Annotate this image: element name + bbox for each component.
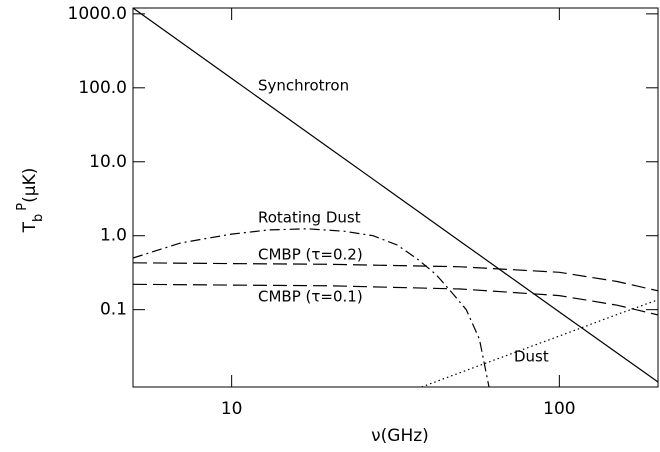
series-line <box>132 283 659 316</box>
y-label-sub: b <box>31 214 46 222</box>
x-tick-label: 10 <box>221 399 243 419</box>
series-label: Rotating Dust <box>258 209 361 227</box>
x-tick-label: 100 <box>543 399 575 419</box>
y-tick-label: 0.1 <box>100 300 127 320</box>
y-label-unit: (μK) <box>20 168 40 203</box>
series-label: CMBP (τ=0.1) <box>258 288 363 306</box>
y-tick-label: 1000.0 <box>68 4 127 24</box>
series-label: CMBP (τ=0.2) <box>258 246 363 264</box>
y-label-sup: P <box>15 203 30 211</box>
series-label: Synchrotron <box>258 77 349 95</box>
series-label: Dust <box>514 348 549 366</box>
series-line <box>421 299 659 388</box>
y-axis-label: TbP(μK) <box>15 168 46 234</box>
x-axis-label: ν(GHz) <box>371 426 429 446</box>
series-line <box>132 228 490 388</box>
plot-frame <box>132 7 659 388</box>
series-line <box>132 262 659 292</box>
y-tick-label: 10.0 <box>89 152 127 172</box>
y-tick-label: 1.0 <box>100 226 127 246</box>
y-tick-label: 100.0 <box>78 78 127 98</box>
y-label-main: T <box>20 221 40 233</box>
series-line <box>132 7 659 383</box>
